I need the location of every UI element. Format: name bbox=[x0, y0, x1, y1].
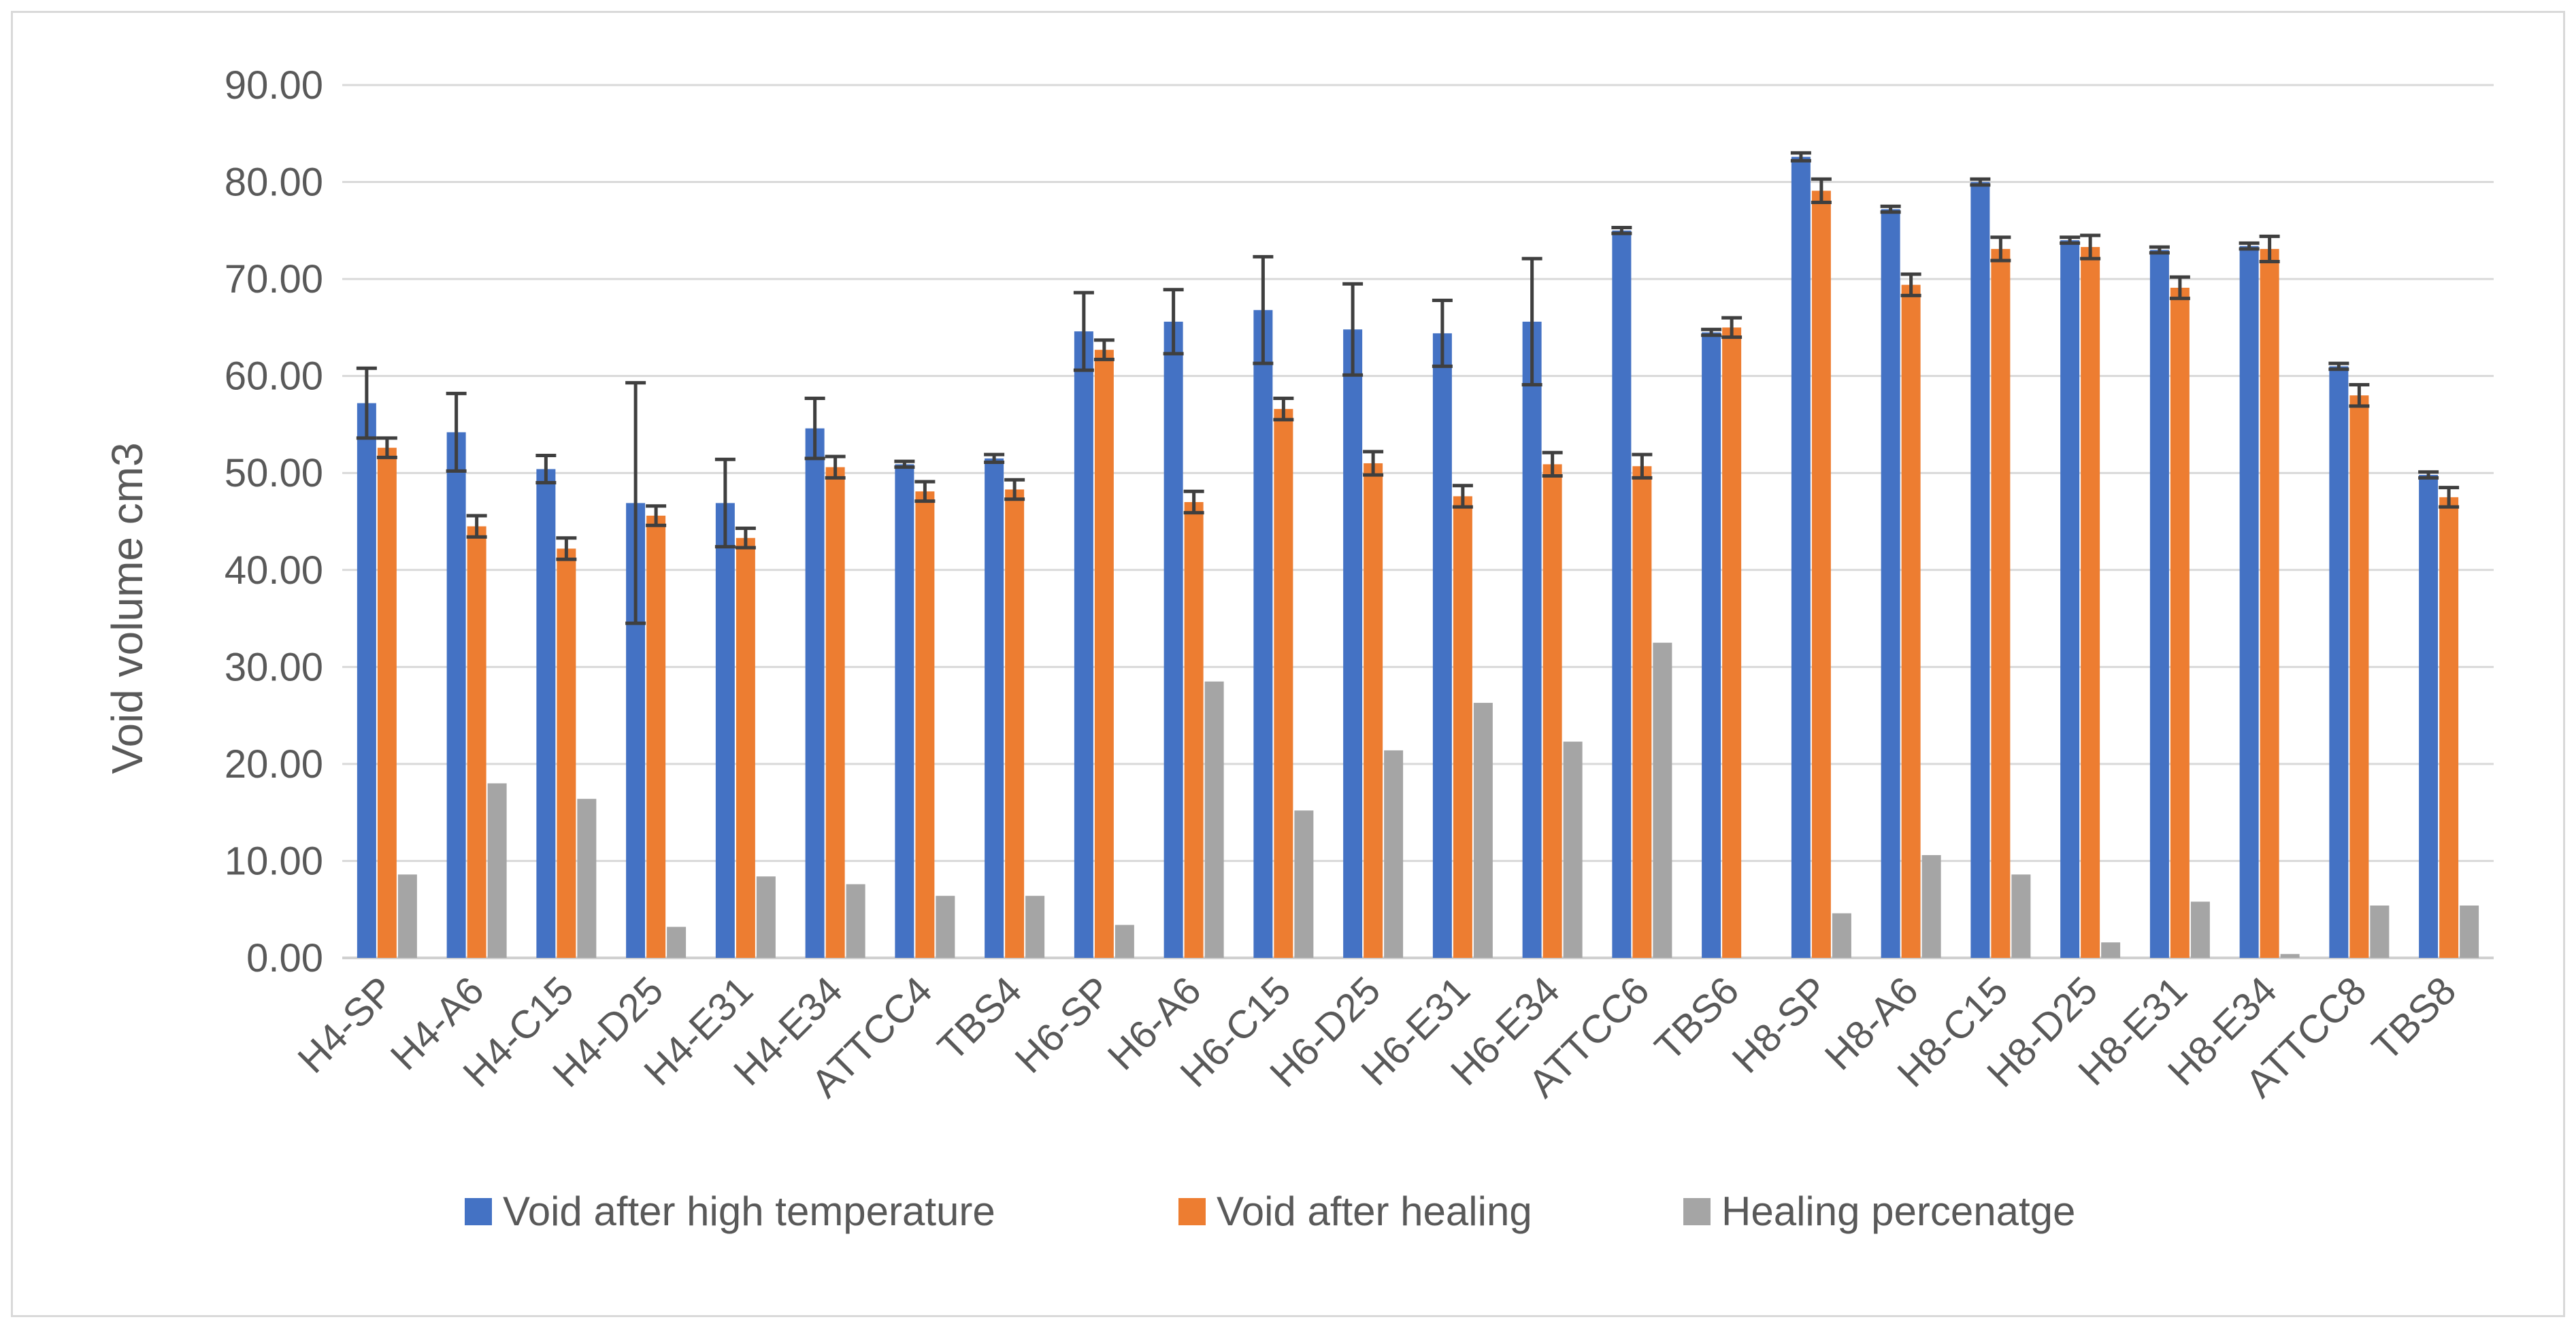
bar bbox=[487, 783, 507, 958]
bar bbox=[2460, 906, 2479, 958]
bar bbox=[2260, 248, 2279, 958]
bar bbox=[2081, 247, 2100, 959]
bar bbox=[557, 548, 576, 958]
bar bbox=[1453, 496, 1472, 958]
bar bbox=[1901, 284, 1921, 959]
bar bbox=[2329, 366, 2349, 958]
y-tick-label: 60.00 bbox=[225, 354, 323, 399]
bars bbox=[357, 156, 2479, 959]
legend-label: Void after healing bbox=[1217, 1189, 1532, 1234]
bar bbox=[577, 799, 597, 958]
bar bbox=[1432, 333, 1452, 958]
bar bbox=[915, 491, 935, 958]
legend-label: Void after high temperature bbox=[503, 1189, 995, 1234]
bar bbox=[1473, 703, 1493, 958]
bar bbox=[1343, 329, 1363, 958]
bar-chart: 0.00 10.00 20.00 30.00 40.00 50.00 60.00 70.00 8… bbox=[103, 63, 2494, 1234]
bar bbox=[1632, 466, 1652, 958]
bar bbox=[805, 428, 825, 958]
bar bbox=[397, 874, 417, 958]
bar bbox=[1991, 248, 2011, 958]
bar bbox=[1832, 913, 1851, 958]
bar bbox=[2239, 246, 2259, 958]
bar bbox=[2280, 954, 2300, 958]
bar bbox=[756, 876, 776, 958]
bar bbox=[846, 884, 865, 958]
bar bbox=[1970, 182, 1990, 958]
bar bbox=[467, 526, 486, 958]
y-axis-ticks: 0.00 10.00 20.00 30.00 40.00 50.00 60.00 70.00 8… bbox=[225, 63, 323, 980]
y-tick-label: 40.00 bbox=[225, 548, 323, 593]
bar bbox=[2419, 475, 2439, 958]
bar bbox=[646, 515, 666, 958]
bar bbox=[1384, 750, 1404, 958]
error-bars bbox=[356, 151, 2460, 625]
bar bbox=[1653, 642, 1672, 958]
y-tick-label: 0.00 bbox=[246, 936, 323, 980]
bar bbox=[1204, 681, 1224, 958]
bar bbox=[1881, 209, 1900, 959]
y-tick-label: 20.00 bbox=[225, 742, 323, 786]
x-tick-label: H4-SP bbox=[289, 968, 403, 1082]
bar bbox=[1563, 742, 1583, 958]
legend: Void after high temperature Void after he… bbox=[465, 1189, 2075, 1234]
legend-swatch bbox=[1178, 1198, 1206, 1225]
bar bbox=[736, 537, 755, 958]
bar bbox=[1163, 321, 1183, 958]
legend-swatch bbox=[1683, 1198, 1711, 1225]
y-tick-label: 80.00 bbox=[225, 161, 323, 205]
bar bbox=[667, 927, 687, 958]
bar bbox=[2370, 906, 2390, 958]
gridlines bbox=[342, 84, 2494, 959]
chart-frame: 0.00 10.00 20.00 30.00 40.00 50.00 60.00 70.00 8… bbox=[11, 11, 2565, 1317]
bar bbox=[936, 895, 955, 958]
bar bbox=[2439, 497, 2459, 958]
legend-label: Healing percenatge bbox=[1721, 1189, 2075, 1234]
bar bbox=[1921, 854, 1941, 958]
bar bbox=[1364, 463, 1383, 958]
bar bbox=[1791, 156, 1811, 959]
bar bbox=[2349, 395, 2369, 958]
bar bbox=[1025, 895, 1045, 958]
bar bbox=[2190, 901, 2210, 958]
bar bbox=[2149, 250, 2169, 958]
bar bbox=[377, 448, 397, 958]
bar bbox=[536, 469, 556, 958]
y-tick-label: 10.00 bbox=[225, 839, 323, 883]
x-tick-label: H6-SP bbox=[1006, 968, 1120, 1082]
bar bbox=[1074, 331, 1093, 958]
bar bbox=[825, 467, 845, 958]
bar bbox=[1005, 489, 1025, 958]
bar bbox=[715, 503, 735, 958]
x-tick-label: H8-SP bbox=[1723, 968, 1837, 1082]
bar bbox=[1612, 230, 1632, 958]
y-tick-label: 30.00 bbox=[225, 645, 323, 689]
bar bbox=[2011, 874, 2031, 958]
bar bbox=[1702, 332, 1721, 958]
bar bbox=[1114, 925, 1134, 958]
bar bbox=[1184, 501, 1204, 958]
bar bbox=[1274, 409, 1293, 958]
bar bbox=[1294, 810, 1314, 958]
bar bbox=[2170, 287, 2190, 958]
legend-swatch bbox=[465, 1198, 492, 1225]
x-axis-ticks: H4-SPH4-A6H4-C15H4-D25H4-E31H4-E34ATTCC4… bbox=[289, 968, 2464, 1106]
bar bbox=[895, 464, 914, 958]
bar bbox=[1542, 464, 1562, 958]
y-tick-label: 90.00 bbox=[225, 63, 323, 107]
y-tick-label: 50.00 bbox=[225, 451, 323, 495]
bar bbox=[1094, 350, 1114, 958]
y-tick-label: 70.00 bbox=[225, 257, 323, 301]
bar bbox=[1722, 327, 1742, 958]
bar bbox=[985, 458, 1004, 958]
bar bbox=[2060, 240, 2080, 959]
x-tick-label: TBS8 bbox=[2364, 968, 2465, 1069]
bar bbox=[446, 432, 466, 958]
y-axis-title: Void volume cm3 bbox=[103, 442, 152, 774]
bar bbox=[1811, 190, 1831, 959]
bar bbox=[2101, 942, 2121, 958]
bar bbox=[1522, 321, 1542, 958]
bar bbox=[1253, 310, 1273, 958]
bar bbox=[357, 403, 376, 958]
